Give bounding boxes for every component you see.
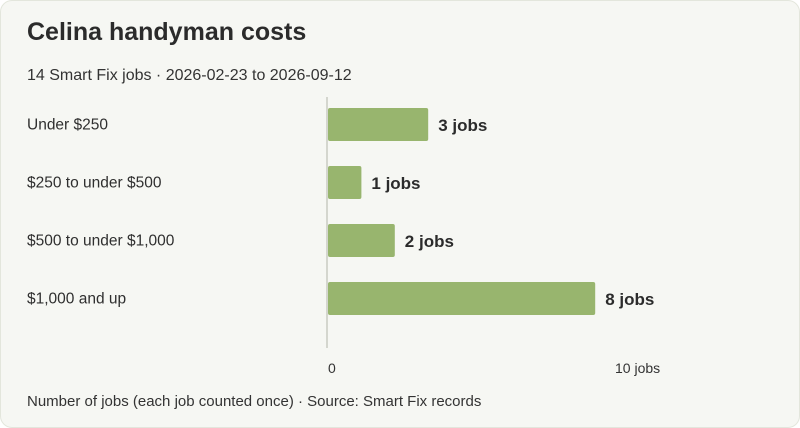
category-label: $500 to under $1,000 [27,233,175,250]
category-label: $250 to under $500 [27,175,162,192]
value-label: 1 jobs [371,174,420,193]
bar [328,224,395,257]
chart-subtitle: 14 Smart Fix jobs · 2026-02-23 to 2026-0… [27,67,352,84]
x-tick-label: 10 jobs [615,360,660,376]
value-label: 8 jobs [605,290,654,309]
chart-title: Celina handyman costs [27,18,307,46]
bar [328,282,596,315]
bar [328,166,362,199]
bar [328,108,429,141]
value-label: 3 jobs [438,116,487,135]
category-label: $1,000 and up [27,291,126,308]
x-tick-label: 0 [328,360,336,376]
chart-footer: Number of jobs (each job counted once) ·… [27,393,482,410]
category-label: Under $250 [27,117,108,134]
value-label: 2 jobs [405,232,454,251]
